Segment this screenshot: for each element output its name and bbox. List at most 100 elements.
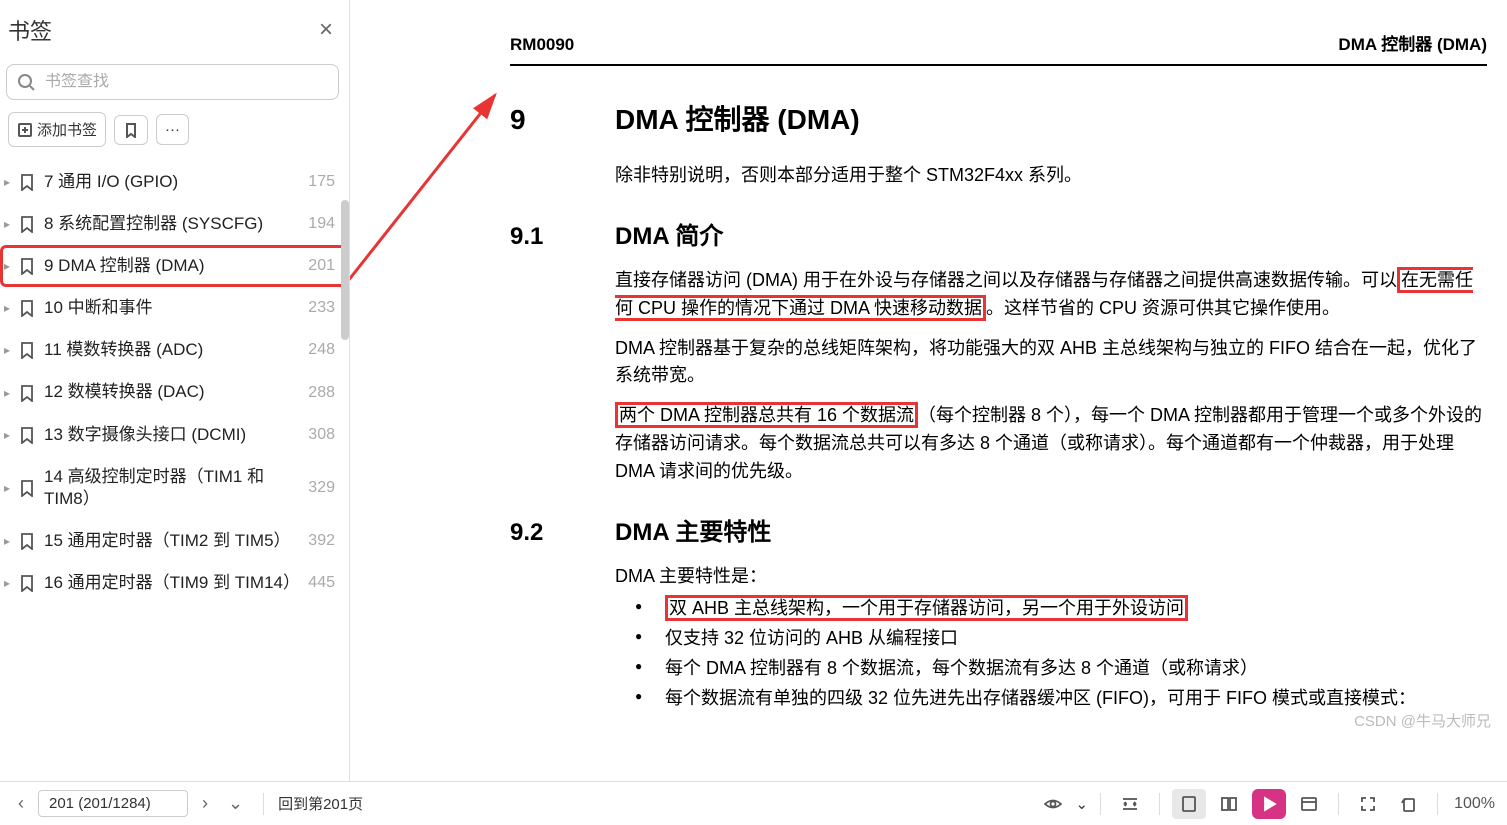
back-to-page-label[interactable]: 回到第201页 xyxy=(278,793,363,814)
feature-item: 每个数据流有单独的四级 32 位先进先出存储器缓冲区 (FIFO)，可用于 FI… xyxy=(635,685,1487,713)
visibility-dropdown[interactable]: ⌄ xyxy=(1076,795,1089,813)
divider xyxy=(1159,793,1160,815)
bookmark-item[interactable]: ▸16 通用定时器（TIM9 到 TIM14）445 xyxy=(0,562,349,604)
bookmark-item[interactable]: ▸10 中断和事件233 xyxy=(0,287,349,329)
bookmark-icon xyxy=(16,215,38,233)
doc-id: RM0090 xyxy=(510,32,574,58)
single-page-button[interactable] xyxy=(1172,789,1206,819)
annotation-arrow xyxy=(350,80,520,330)
read-mode-button[interactable] xyxy=(1292,789,1326,819)
bookmark-page: 392 xyxy=(308,532,335,550)
caret-icon: ▸ xyxy=(4,175,16,189)
caret-icon: ▸ xyxy=(4,343,16,357)
feature-item: 双 AHB 主总线架构，一个用于存储器访问，另一个用于外设访问 xyxy=(635,595,1487,623)
feature-item: 每个 DMA 控制器有 8 个数据流，每个数据流有多达 8 个通道（或称请求） xyxy=(635,655,1487,683)
bookmark-label: 15 通用定时器（TIM2 到 TIM5） xyxy=(44,530,300,552)
bookmark-icon xyxy=(16,341,38,359)
caret-icon: ▸ xyxy=(4,259,16,273)
bookmark-list: ▸ 7 通用 I/O (GPIO) 175 ▸ 8 系统配置控制器 (SYSCFG) 19… xyxy=(0,161,349,781)
bookmark-page: 175 xyxy=(308,173,335,191)
caret-icon: ▸ xyxy=(4,217,16,231)
subsection-title: DMA 主要特性 xyxy=(615,514,771,551)
bookmark-search-input[interactable] xyxy=(45,73,328,91)
caret-icon: ▸ xyxy=(4,481,16,495)
bookmark-item[interactable]: ▸13 数字摄像头接口 (DCMI)308 xyxy=(0,414,349,456)
caret-icon: ▸ xyxy=(4,576,16,590)
rotate-icon xyxy=(1399,795,1417,813)
scrollbar-thumb[interactable] xyxy=(341,200,349,340)
divider xyxy=(1100,793,1101,815)
more-options-button[interactable]: ··· xyxy=(156,114,189,145)
close-icon[interactable]: × xyxy=(319,16,333,44)
bookmark-item[interactable]: ▸ 12 数模转换器 (DAC) 288 xyxy=(0,371,349,413)
bookmark-page: 288 xyxy=(308,384,335,402)
bookmark-page: 248 xyxy=(308,341,335,359)
search-icon xyxy=(17,73,35,91)
section-title: DMA 控制器 (DMA) xyxy=(615,98,860,141)
two-page-button[interactable] xyxy=(1212,789,1246,819)
bookmark-icon xyxy=(16,532,38,550)
bookmark-page: 308 xyxy=(308,426,335,444)
bottom-toolbar: ‹ 201 (201/1284) › ⌄ 回到第201页 ⌄ 100% xyxy=(0,781,1507,825)
bookmark-icon xyxy=(16,384,38,402)
bookmark-label: 12 数模转换器 (DAC) xyxy=(44,381,300,403)
highlight-box: 双 AHB 主总线架构，一个用于存储器访问，另一个用于外设访问 xyxy=(665,595,1188,621)
feature-list: 双 AHB 主总线架构，一个用于存储器访问，另一个用于外设访问仅支持 32 位访… xyxy=(635,595,1487,713)
bookmark-item[interactable]: ▸ 8 系统配置控制器 (SYSCFG) 194 xyxy=(0,203,349,245)
bookmarks-sidebar: 书签 × 添加书签 ··· ▸ 7 通用 I/O (GPIO) 175 ▸ 8 系统配置… xyxy=(0,0,350,781)
subsection-number: 9.1 xyxy=(510,218,555,255)
subsection-title: DMA 简介 xyxy=(615,218,723,255)
bookmark-icon xyxy=(16,574,38,592)
bookmark-item[interactable]: ▸ 14 高级控制定时器（TIM1 和 TIM8） 329 xyxy=(0,456,349,520)
bookmark-current-button[interactable] xyxy=(114,115,148,145)
bookmark-item[interactable]: ▸ 7 通用 I/O (GPIO) 175 xyxy=(0,161,349,203)
two-page-icon xyxy=(1220,795,1238,813)
watermark: CSDN @牛马大师兄 xyxy=(1354,710,1491,733)
caret-icon: ▸ xyxy=(4,386,16,400)
add-bookmark-icon xyxy=(17,122,33,138)
add-bookmark-button[interactable]: 添加书签 xyxy=(8,112,106,147)
paragraph: DMA 控制器基于复杂的总线矩阵架构，将功能强大的双 AHB 主总线架构与独立的… xyxy=(615,335,1487,391)
next-page-button[interactable]: › xyxy=(196,789,214,818)
paragraph: 两个 DMA 控制器总共有 16 个数据流（每个控制器 8 个），每一个 DMA… xyxy=(615,402,1487,486)
section-number: 9 xyxy=(510,98,555,141)
zoom-level[interactable]: 100% xyxy=(1454,795,1495,813)
caret-icon: ▸ xyxy=(4,534,16,548)
bookmark-page: 233 xyxy=(308,299,335,317)
bookmark-page: 201 xyxy=(308,257,335,275)
eye-icon xyxy=(1044,795,1062,813)
caret-icon: ▸ xyxy=(4,428,16,442)
highlight-box: 两个 DMA 控制器总共有 16 个数据流 xyxy=(615,402,918,428)
fit-width-button[interactable] xyxy=(1113,789,1147,819)
fit-width-icon xyxy=(1121,795,1139,813)
prev-page-button[interactable]: ‹ xyxy=(12,789,30,818)
bookmark-page: 329 xyxy=(308,479,335,497)
bookmark-label: 16 通用定时器（TIM9 到 TIM14） xyxy=(44,572,300,594)
read-icon xyxy=(1300,795,1318,813)
page-header: RM0090 DMA 控制器 (DMA) xyxy=(510,32,1487,58)
sidebar-title: 书签 xyxy=(8,14,52,46)
history-dropdown[interactable]: ⌄ xyxy=(222,789,249,818)
bookmark-page: 194 xyxy=(308,215,335,233)
rotate-button[interactable] xyxy=(1391,789,1425,819)
visibility-button[interactable] xyxy=(1036,789,1070,819)
divider xyxy=(263,793,264,815)
subsection-number: 9.2 xyxy=(510,514,555,551)
divider xyxy=(1437,793,1438,815)
bookmark-item[interactable]: ▸11 模数转换器 (ADC)248 xyxy=(0,329,349,371)
fullscreen-button[interactable] xyxy=(1351,789,1385,819)
bookmark-item[interactable]: ▸9 DMA 控制器 (DMA)201 xyxy=(0,245,349,287)
bookmark-label: 8 系统配置控制器 (SYSCFG) xyxy=(44,213,300,235)
caret-icon: ▸ xyxy=(4,301,16,315)
bookmark-icon xyxy=(16,257,38,275)
single-page-icon xyxy=(1180,795,1198,813)
intro-text: 除非特别说明，否则本部分适用于整个 STM32F4xx 系列。 xyxy=(615,162,1487,190)
presentation-button[interactable] xyxy=(1252,789,1286,819)
document-content: RM0090 DMA 控制器 (DMA) 9 DMA 控制器 (DMA) 除非特… xyxy=(350,0,1507,781)
bookmark-search[interactable] xyxy=(6,64,339,100)
bookmark-item[interactable]: ▸ 15 通用定时器（TIM2 到 TIM5） 392 xyxy=(0,520,349,562)
play-icon xyxy=(1260,795,1278,813)
bookmark-label: 14 高级控制定时器（TIM1 和 TIM8） xyxy=(44,466,300,510)
bookmark-label: 7 通用 I/O (GPIO) xyxy=(44,171,300,193)
page-number-input[interactable]: 201 (201/1284) xyxy=(38,790,188,817)
